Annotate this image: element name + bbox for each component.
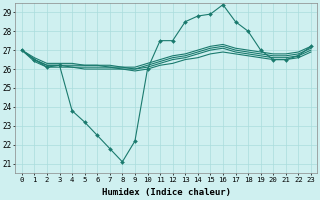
X-axis label: Humidex (Indice chaleur): Humidex (Indice chaleur) (102, 188, 231, 197)
